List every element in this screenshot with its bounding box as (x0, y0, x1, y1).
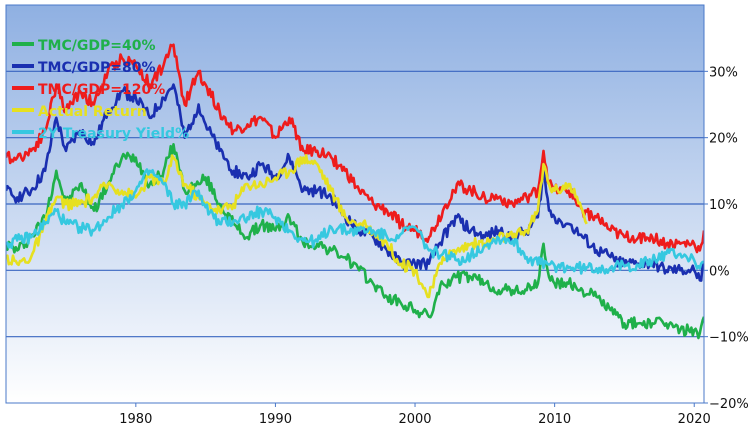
x-tick-label-2: 2000 (398, 412, 431, 427)
legend-label-1: TMC/GDP=80% (38, 60, 155, 76)
legend-label-4: 2Y Treasury Yield% (38, 126, 189, 142)
y-tick-label-3: 0% (709, 264, 730, 279)
x-tick-label-1: 1990 (259, 412, 292, 427)
y-tick-label-4: −10% (709, 331, 748, 346)
legend: TMC/GDP=40% TMC/GDP=80% TMC/GDP=120% Actual… (12, 38, 189, 142)
y-tick-label-2: 10% (709, 198, 738, 213)
series-line-0 (6, 143, 704, 340)
legend-label-2: TMC/GDP=120% (38, 82, 165, 98)
x-tick-label-4: 2020 (678, 412, 711, 427)
y-tick-label-0: 30% (709, 65, 738, 80)
legend-label-0: TMC/GDP=40% (38, 38, 155, 54)
y-axis-ticks: 30% 20% 10% 0% −10% −20% (704, 65, 748, 412)
series-line-1 (6, 83, 704, 282)
series-line-3 (6, 154, 588, 299)
x-axis-ticks: 1980 1990 2000 2010 2020 (119, 403, 711, 427)
series-line-2 (6, 43, 704, 254)
x-tick-label-0: 1980 (119, 412, 152, 427)
series-lines (6, 43, 704, 340)
x-tick-label-3: 2010 (538, 412, 571, 427)
legend-label-3: Actual Return (38, 104, 147, 120)
series-line-4 (6, 168, 704, 275)
y-tick-label-1: 20% (709, 132, 738, 147)
y-tick-label-5: −20% (709, 397, 748, 412)
